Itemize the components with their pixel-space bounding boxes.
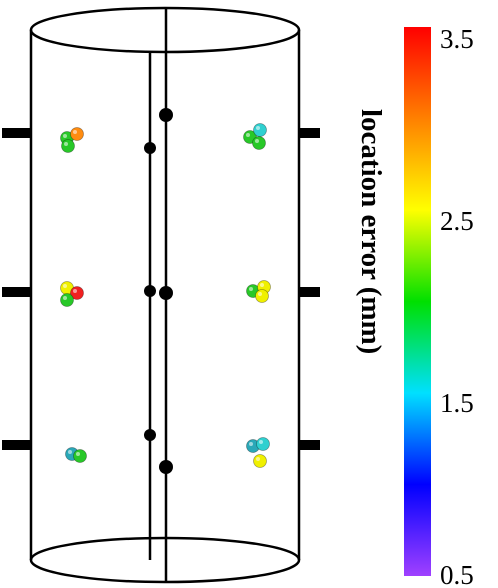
sphere-highlight bbox=[63, 134, 67, 138]
sphere-highlight bbox=[249, 287, 253, 291]
sphere-highlight bbox=[256, 457, 260, 461]
sphere-highlight bbox=[68, 450, 72, 454]
right-tab bbox=[299, 440, 320, 450]
sphere-highlight bbox=[73, 130, 77, 134]
rod-marker bbox=[159, 460, 173, 474]
sphere-clusters bbox=[60, 123, 271, 468]
sphere-cluster-lower-left bbox=[65, 447, 87, 463]
sphere-highlight bbox=[249, 442, 253, 446]
colorbar-scale bbox=[404, 27, 431, 576]
sphere-highlight bbox=[63, 284, 67, 288]
left-tab bbox=[2, 440, 31, 450]
error-sphere bbox=[73, 449, 87, 463]
sphere-highlight bbox=[259, 440, 263, 444]
sphere-highlight bbox=[73, 289, 77, 293]
sphere-cluster-middle-right bbox=[246, 280, 271, 303]
rod-marker bbox=[144, 429, 156, 441]
colorbar-title: location error (mm) bbox=[355, 109, 387, 354]
error-sphere bbox=[256, 437, 270, 451]
sphere-cluster-upper-right bbox=[243, 123, 267, 150]
rod-markers bbox=[144, 108, 173, 474]
rod-marker bbox=[144, 285, 156, 297]
left-tab bbox=[2, 287, 31, 297]
error-sphere bbox=[252, 136, 266, 150]
sphere-highlight bbox=[246, 133, 250, 137]
sphere-highlight bbox=[258, 292, 262, 296]
colorbar: 3.5 2.5 1.5 0.5 location error (mm) bbox=[355, 24, 474, 588]
error-sphere bbox=[253, 454, 267, 468]
side-tabs bbox=[2, 128, 320, 450]
sphere-highlight bbox=[256, 126, 260, 130]
rod-marker bbox=[159, 286, 173, 300]
error-sphere bbox=[255, 289, 269, 303]
sphere-highlight bbox=[63, 296, 67, 300]
right-tab bbox=[299, 128, 320, 138]
sphere-highlight bbox=[260, 283, 264, 287]
sphere-highlight bbox=[64, 142, 68, 146]
sphere-cluster-middle-left bbox=[60, 281, 84, 307]
colorbar-tick-0-5: 0.5 bbox=[440, 560, 474, 588]
error-sphere bbox=[253, 123, 267, 137]
error-sphere bbox=[70, 127, 84, 141]
rod-marker bbox=[159, 108, 173, 122]
colorbar-tick-2-5: 2.5 bbox=[440, 206, 474, 236]
right-tab bbox=[299, 287, 320, 297]
sphere-highlight bbox=[76, 452, 80, 456]
left-tab bbox=[2, 128, 31, 138]
rod-marker bbox=[144, 142, 156, 154]
sphere-highlight bbox=[255, 139, 259, 143]
colorbar-tick-3-5: 3.5 bbox=[440, 24, 474, 54]
error-sphere bbox=[60, 293, 74, 307]
error-sphere bbox=[61, 139, 75, 153]
sphere-cluster-upper-left bbox=[60, 127, 84, 153]
sphere-cluster-lower-right bbox=[246, 437, 270, 468]
colorbar-tick-1-5: 1.5 bbox=[440, 388, 474, 418]
